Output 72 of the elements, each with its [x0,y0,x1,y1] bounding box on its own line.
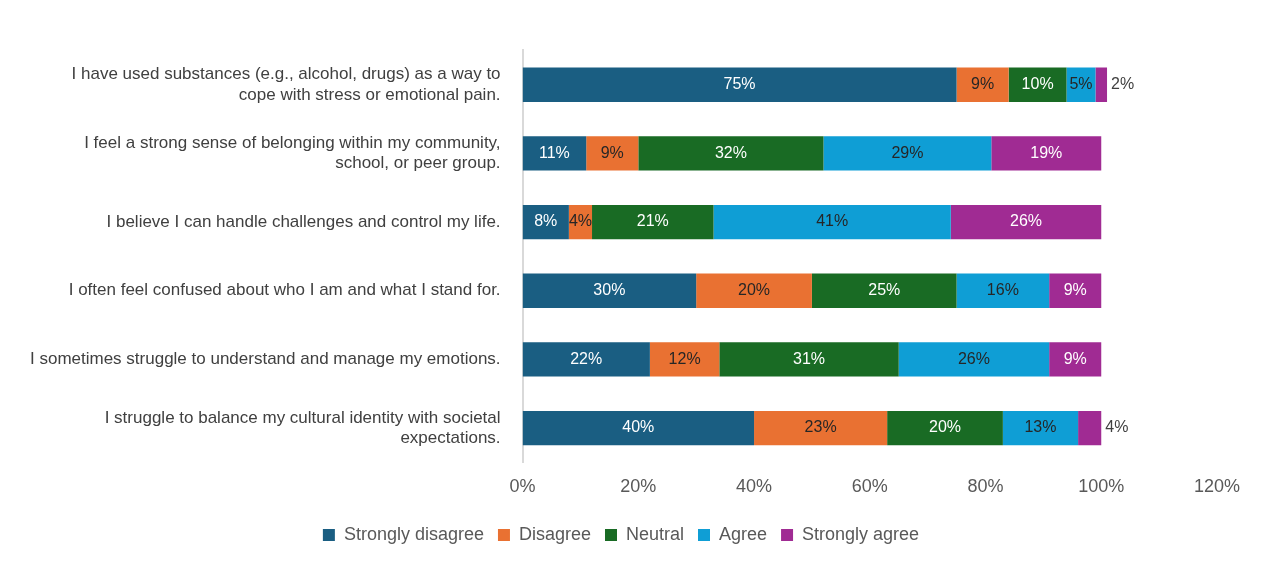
bar [1078,410,1102,446]
bar [522,67,957,102]
data-label: 8% [534,212,558,230]
bar [719,342,899,377]
bar [522,136,587,171]
data-label: 21% [636,212,669,230]
data-label: 30% [593,281,626,299]
data-label: 11% [538,143,570,161]
data-label: 32% [714,143,747,161]
x-tick-label: 80% [967,476,1004,497]
bar [649,342,720,377]
data-label: 13% [1024,418,1057,436]
data-label: 31% [793,349,826,367]
data-label: 20% [738,281,771,299]
data-label: 4% [1105,418,1129,436]
bar [823,136,992,171]
bar [1049,342,1102,377]
bar [592,204,714,240]
data-label: 23% [804,418,837,436]
data-label: 75% [723,75,756,93]
bar [898,342,1050,377]
data-label: 19% [1030,143,1063,161]
data-label: 26% [1010,212,1043,230]
bar [522,273,697,308]
legend-label: Strongly agree [802,523,920,544]
bar [811,273,957,308]
bar [991,136,1102,171]
x-tick-label: 20% [620,476,657,497]
data-label: 2% [1111,75,1135,93]
y-tick-label: I feel a strong sense of belonging within my community, school, or peer group. [84,132,501,173]
x-tick-label: 60% [851,476,888,497]
legend-label: Neutral [625,523,685,544]
data-label: 9% [971,75,995,93]
bar [956,273,1050,308]
bar [754,410,888,446]
x-tick-label: 40% [736,476,773,497]
x-tick-label: 120% [1193,476,1240,497]
data-label: 25% [868,281,901,299]
data-label: 41% [816,212,849,230]
bar [950,204,1102,240]
x-tick-label: 100% [1078,476,1125,497]
data-label: 16% [986,281,1019,299]
legend-label: Agree [719,523,768,544]
data-label: 9% [1063,281,1087,299]
bar [696,273,812,308]
data-label: 9% [600,143,624,161]
bar [713,204,951,240]
data-label: 26% [957,349,990,367]
y-tick-label: I sometimes struggle to understand and manage my emotions. [29,349,501,369]
y-tick-label: I have used substances (e.g., alcohol, drugs) as a way to cope with stress or emotional pain. [71,64,501,104]
x-tick-label: 0% [509,476,536,497]
data-label: 9% [1063,349,1087,367]
data-label: 10% [1021,75,1054,93]
bar [1002,410,1079,446]
legend-label: Strongly disagree [343,523,484,544]
data-label: 4% [568,212,593,230]
data-label: 40% [622,418,655,436]
data-label: 12% [668,349,701,367]
bar [638,136,824,171]
bar [586,136,639,171]
data-label: 29% [891,143,924,161]
legend-label: Disagree [518,523,592,544]
bar [522,410,755,446]
bar [1095,67,1108,102]
data-label: 5% [1069,75,1093,93]
y-tick-label: I believe I can handle challenges and control my life. [106,211,501,231]
data-label: 22% [570,349,603,367]
y-tick-label: I struggle to balance my cultural identity with societal expectations. [104,407,501,447]
data-label: 20% [928,418,962,436]
bar [522,342,650,377]
bar [887,410,1003,446]
y-tick-label: I often feel confused about who I am and what I stand for. [68,280,501,300]
